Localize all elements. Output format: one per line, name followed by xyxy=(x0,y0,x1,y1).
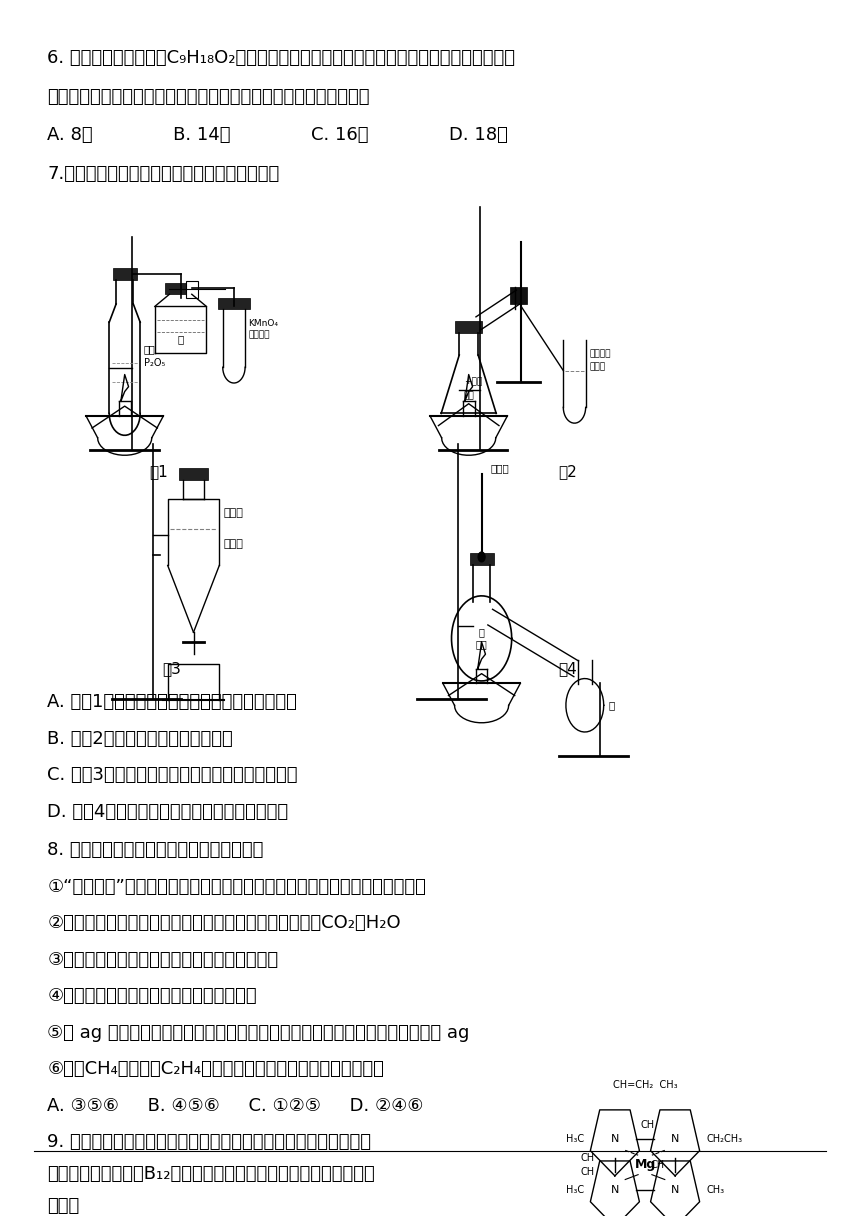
Text: CH=CH₂  CH₃: CH=CH₂ CH₃ xyxy=(612,1080,678,1090)
Text: 9. 我国科学工作者合成了许多结构复杂的天然有机化合物，如叶绿: 9. 我国科学工作者合成了许多结构复杂的天然有机化合物，如叶绿 xyxy=(47,1133,372,1152)
Text: CH: CH xyxy=(651,1160,665,1170)
Text: P₂O₅: P₂O₅ xyxy=(144,359,165,368)
Bar xyxy=(456,321,482,333)
Text: 饱和碳酸: 饱和碳酸 xyxy=(590,349,611,359)
Bar xyxy=(218,298,249,309)
Bar xyxy=(113,268,137,280)
Text: 7.下列有关实验装置正确且能达到实验目的的是: 7.下列有关实验装置正确且能达到实验目的的是 xyxy=(47,165,280,184)
Text: A. 8种              B. 14种              C. 16种              D. 18种: A. 8种 B. 14种 C. 16种 D. 18种 xyxy=(47,126,508,145)
Text: ①“乙醇汽油”是在汽油里加入适量乙醇而成的一种燃料，它是一种新型化合物: ①“乙醇汽油”是在汽油里加入适量乙醇而成的一种燃料，它是一种新型化合物 xyxy=(47,878,427,896)
Text: 硝基苯: 硝基苯 xyxy=(224,539,243,550)
Text: C. 用图3所示装置，先放出硝基苯，再放出稀硫酸: C. 用图3所示装置，先放出硝基苯，再放出稀硫酸 xyxy=(47,766,298,784)
Text: N: N xyxy=(671,1186,679,1195)
Text: 素、血红素、维生素B₁₂等。叶绿素的结构如图。下列有关说法中正: 素、血红素、维生素B₁₂等。叶绿素的结构如图。下列有关说法中正 xyxy=(47,1165,375,1183)
Text: ②汽油、柴油和植物油都是碳氢化合物，完全燃烧只生成CO₂和H₂O: ②汽油、柴油和植物油都是碳氢化合物，完全燃烧只生成CO₂和H₂O xyxy=(47,914,401,933)
Text: Mg: Mg xyxy=(635,1159,655,1171)
Text: H₃C: H₃C xyxy=(566,1135,584,1144)
Text: CH: CH xyxy=(641,1120,654,1130)
Text: 稀硫酸: 稀硫酸 xyxy=(224,508,243,518)
Bar xyxy=(165,283,196,294)
Bar xyxy=(470,553,494,565)
Bar xyxy=(179,468,208,480)
Text: 温度计: 温度计 xyxy=(490,463,509,473)
Text: 水: 水 xyxy=(177,333,184,344)
Text: 乙醇: 乙醇 xyxy=(144,344,156,355)
Text: CH: CH xyxy=(580,1153,594,1162)
Text: 确的是: 确的是 xyxy=(47,1197,79,1215)
Text: ④淀粉和纤维素水解的最终产物都是葡萄糖: ④淀粉和纤维素水解的最终产物都是葡萄糖 xyxy=(47,987,257,1006)
Text: 图4: 图4 xyxy=(558,662,577,676)
Text: 苯
碘液: 苯 碘液 xyxy=(476,627,488,649)
Text: ⑤将 ag 铜丝灼烧成黑色后趁热插入乙醇中，铜丝变红，再次称量其质量仍等于 ag: ⑤将 ag 铜丝灼烧成黑色后趁热插入乙醇中，铜丝变红，再次称量其质量仍等于 ag xyxy=(47,1024,470,1042)
Text: 水: 水 xyxy=(608,700,614,710)
Text: A. 用图1所示装置制取乙烯并验证乙烯的某些性质: A. 用图1所示装置制取乙烯并验证乙烯的某些性质 xyxy=(47,693,298,711)
Text: B. 用图2所示装置制取少量乙酸乙酯: B. 用图2所示装置制取少量乙酸乙酯 xyxy=(47,730,233,748)
Bar xyxy=(187,281,199,298)
Text: +乙醇: +乙醇 xyxy=(464,377,482,385)
Text: 乙酸: 乙酸 xyxy=(464,392,474,400)
Text: N: N xyxy=(671,1135,679,1144)
Text: CH: CH xyxy=(580,1167,594,1177)
Text: ⑥除去CH₄中的少量C₂H₄，可将混合气体通过盛有溴水的洗气瓶: ⑥除去CH₄中的少量C₂H₄，可将混合气体通过盛有溴水的洗气瓶 xyxy=(47,1060,384,1079)
Text: 钠溶液: 钠溶液 xyxy=(590,362,606,372)
Text: 6. 有机物甲的分子式为C₉H₁₈O₂，在酸性条件下甲水解为乙和丙两种有机物，在相同的温度: 6. 有机物甲的分子式为C₉H₁₈O₂，在酸性条件下甲水解为乙和丙两种有机物，在… xyxy=(47,49,515,67)
Text: N: N xyxy=(611,1186,619,1195)
Text: 图2: 图2 xyxy=(558,465,577,479)
Text: D. 用图4所示装置，回收萃取剂苯并获得单质碘: D. 用图4所示装置，回收萃取剂苯并获得单质碘 xyxy=(47,803,288,821)
Text: A. ③⑤⑥     B. ④⑤⑥     C. ①②⑤     D. ②④⑥: A. ③⑤⑥ B. ④⑤⑥ C. ①②⑤ D. ②④⑥ xyxy=(47,1097,424,1115)
Text: 酸性溶液: 酸性溶液 xyxy=(249,331,270,339)
Text: 和压强下，同质量的乙和丙的蒸气所占体积相同，则甲的可能结构有: 和压强下，同质量的乙和丙的蒸气所占体积相同，则甲的可能结构有 xyxy=(47,88,370,106)
Text: 8. 下列关于有机物的说法中，正确的一组是: 8. 下列关于有机物的说法中，正确的一组是 xyxy=(47,841,264,860)
Circle shape xyxy=(478,552,485,562)
Bar xyxy=(510,287,527,304)
Text: CH₂CH₃: CH₂CH₃ xyxy=(706,1135,742,1144)
Text: N: N xyxy=(611,1135,619,1144)
Text: 图3: 图3 xyxy=(163,662,181,676)
Text: 图1: 图1 xyxy=(150,465,169,479)
Text: H₃C: H₃C xyxy=(566,1186,584,1195)
Text: ③石油的分馏、煤的气化和液化都是物理变化。: ③石油的分馏、煤的气化和液化都是物理变化。 xyxy=(47,951,279,969)
Text: CH₃: CH₃ xyxy=(706,1186,724,1195)
Text: KMnO₄: KMnO₄ xyxy=(249,319,279,328)
